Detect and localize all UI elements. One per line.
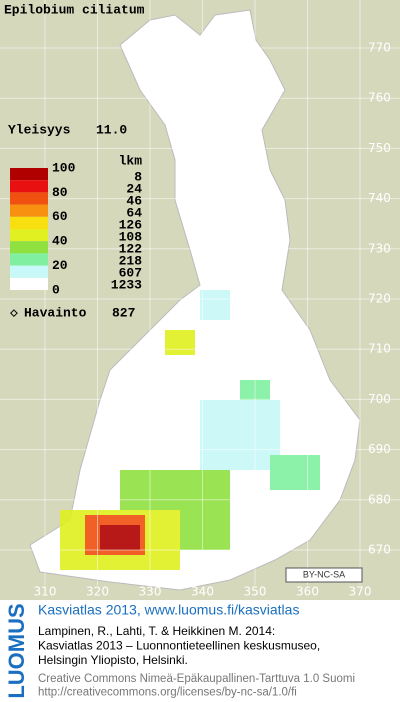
count-header: lkm <box>119 153 143 168</box>
northing-label: 690 <box>368 442 391 456</box>
footer-background <box>0 600 400 702</box>
citation-line: Kasviatlas 2013 – Luonnontieteellinen ke… <box>38 639 320 653</box>
legend-count: 122 <box>119 241 143 256</box>
occurrence-cells <box>60 290 320 570</box>
easting-label: 350 <box>244 585 267 599</box>
easting-label: 310 <box>34 585 57 599</box>
legend-count: 64 <box>126 205 142 220</box>
legend-swatch <box>10 229 48 242</box>
citation-line: Helsingin Yliopisto, Helsinki. <box>38 653 188 667</box>
frequency-value: 11.0 <box>96 122 127 137</box>
northing-label: 700 <box>368 392 391 406</box>
legend-swatch <box>10 180 48 193</box>
easting-label: 360 <box>296 585 319 599</box>
legend-count: 108 <box>119 229 143 244</box>
legend-count: 8 <box>134 169 142 184</box>
species-title: Epilobium ciliatum <box>4 2 145 17</box>
license-badge-text: BY-NC-SA <box>303 569 345 579</box>
easting-label: 320 <box>86 585 109 599</box>
easting-label: 340 <box>191 585 214 599</box>
legend-count: 607 <box>119 265 142 280</box>
legend-scale-label: 0 <box>52 282 60 297</box>
legend-scale-label: 60 <box>52 209 68 224</box>
legend-count: 218 <box>119 253 143 268</box>
citation-line: Lampinen, R., Lahti, T. & Heikkinen M. 2… <box>38 624 275 638</box>
atlas-link[interactable]: Kasviatlas 2013, www.luomus.fi/kasviatla… <box>38 602 299 618</box>
legend-scale-label: 80 <box>52 185 68 200</box>
northing-label: 680 <box>368 492 391 506</box>
northing-label: 740 <box>368 191 391 205</box>
frequency-label: Yleisyys <box>8 122 71 137</box>
northing-label: 760 <box>368 91 391 105</box>
legend-swatch <box>10 216 48 229</box>
easting-label: 370 <box>349 585 372 599</box>
legend-swatch <box>10 204 48 217</box>
observation-count: 827 <box>112 305 135 320</box>
grid: 770 760 750 740 730 720 710 700 690 680 670 310 320 3… <box>0 0 400 599</box>
northing-label: 750 <box>368 141 391 155</box>
northing-label: 670 <box>368 543 391 557</box>
footer-text: Lampinen, R., Lahti, T. & Heikkinen M. 2… <box>38 624 355 698</box>
legend-count: 46 <box>126 193 142 208</box>
license-line: Creative Commons Nimeä-Epäkaupallinen-Ta… <box>38 673 355 685</box>
legend-scale-label: 20 <box>52 258 68 273</box>
easting-label: 330 <box>139 585 162 599</box>
northing-label: 730 <box>368 241 391 255</box>
observation-label: Havainto <box>24 305 87 320</box>
brand: LUOMUS <box>4 603 29 698</box>
legend-swatch <box>10 265 48 278</box>
legend-swatch <box>10 277 48 290</box>
legend-scale-label: 40 <box>52 234 68 249</box>
northing-label: 720 <box>368 292 391 306</box>
legend-swatch <box>10 192 48 205</box>
license-line: http://creativecommons.org/licenses/by-n… <box>38 687 297 699</box>
legend-scale-label: 100 <box>52 160 76 175</box>
legend-swatch <box>10 241 48 254</box>
northing-label: 770 <box>368 41 391 55</box>
observation-symbol: ◇ <box>10 305 18 320</box>
legend-count: 1233 <box>111 277 142 292</box>
northing-label: 710 <box>368 342 391 356</box>
license-badge <box>285 567 363 583</box>
legend-swatch <box>10 253 48 266</box>
legend-count: 126 <box>119 217 143 232</box>
legend-swatch <box>10 168 48 181</box>
legend-count: 24 <box>126 181 142 196</box>
